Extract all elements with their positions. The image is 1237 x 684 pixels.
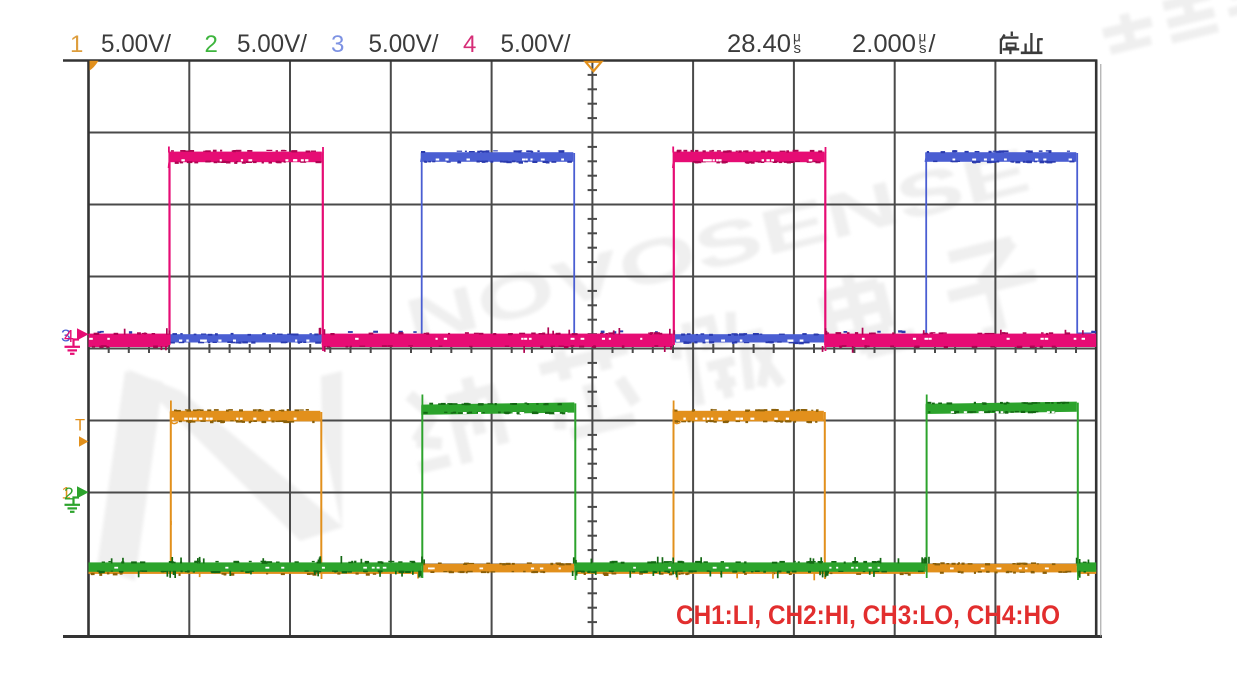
svg-text:/: / <box>929 30 936 58</box>
svg-text:5.00V/: 5.00V/ <box>501 30 571 58</box>
svg-text:1: 1 <box>62 484 71 503</box>
svg-text:μ: μ <box>919 30 927 45</box>
svg-text:5.00V/: 5.00V/ <box>369 30 439 58</box>
svg-text:5.00V/: 5.00V/ <box>237 30 307 58</box>
svg-text:2.000: 2.000 <box>852 30 916 58</box>
svg-text:NOVOSENSE: NOVOSENSE <box>399 136 1037 358</box>
svg-text:4: 4 <box>64 326 74 346</box>
svg-text:3: 3 <box>331 31 344 58</box>
svg-text:1: 1 <box>70 31 83 58</box>
svg-text:2: 2 <box>64 484 74 504</box>
svg-text:s: s <box>919 40 927 57</box>
svg-text:5.00V/: 5.00V/ <box>101 30 171 58</box>
svg-text:s: s <box>794 40 802 57</box>
svg-text:3: 3 <box>61 326 71 346</box>
svg-text:T: T <box>75 417 85 435</box>
svg-text:CH1:LI, CH2:HI, CH3:LO, CH4:HO: CH1:LI, CH2:HI, CH3:LO, CH4:HO <box>676 600 1060 630</box>
svg-text:μ: μ <box>793 30 801 45</box>
svg-text:2: 2 <box>205 31 218 58</box>
svg-text:28.40: 28.40 <box>727 30 791 58</box>
svg-text:4: 4 <box>463 31 476 58</box>
